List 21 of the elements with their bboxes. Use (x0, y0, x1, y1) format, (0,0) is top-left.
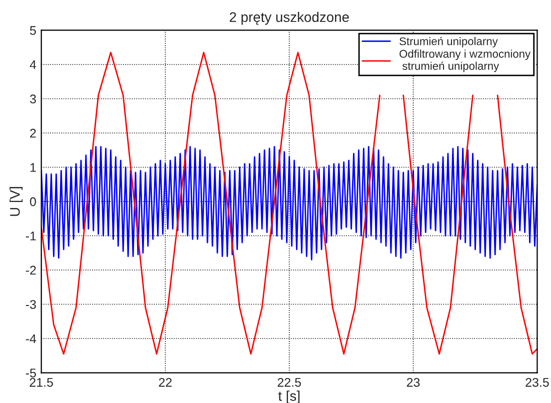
y-tick-label: 1 (30, 163, 36, 172)
line-series (41, 146, 538, 260)
y-tick-label: 2 (30, 128, 36, 138)
y-tick-label: -3 (26, 300, 36, 309)
y-tick-label: 0 (30, 197, 36, 206)
x-tick-label: 23 (406, 378, 420, 387)
y-tick-label: -2 (26, 266, 36, 275)
y-tick-label: -1 (26, 232, 36, 240)
legend-label: Odfiltrowany i wzmocniony strumień unipolarny (400, 50, 531, 72)
y-tick-label: 5 (30, 26, 36, 35)
y-tick-label: -5 (26, 368, 36, 378)
x-tick-label: 21.5 (30, 378, 53, 387)
y-axis-title: U [V] (10, 187, 23, 216)
chart-title: 2 pręty uszkodzone (230, 12, 349, 25)
legend-label: Strumień unipolarny (400, 36, 498, 48)
x-tick-label: 22 (158, 378, 172, 387)
y-tick-label: 3 (30, 94, 36, 104)
y-tick-label: -4 (26, 334, 36, 344)
x-tick-label: 23.5 (526, 378, 549, 387)
y-tick-label: 4 (30, 60, 36, 70)
x-tick-label: 22.5 (278, 378, 301, 387)
